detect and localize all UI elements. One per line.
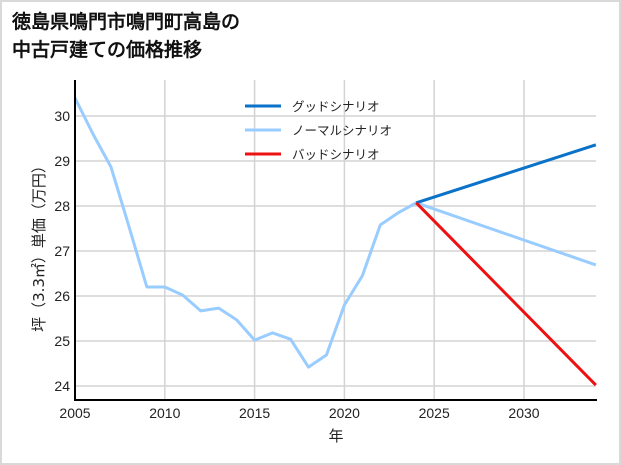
legend-label: ノーマルシナリオ [292, 123, 392, 138]
y-tick-labels: 24 25 26 27 28 29 30 [54, 108, 70, 394]
series-line [73, 97, 597, 369]
y-tick-label: 24 [54, 378, 70, 394]
y-tick-label: 25 [54, 333, 70, 349]
x-tick-labels: 2005 2010 2015 2020 2025 2030 [59, 405, 539, 421]
x-tick-label: 2020 [329, 405, 360, 421]
data-series [73, 97, 597, 387]
x-tick-label: 2005 [59, 405, 90, 421]
series-line [415, 201, 597, 387]
y-tick-label: 29 [54, 153, 70, 169]
chart-title: 徳島県鳴門市鳴門町高島の 中古戸建ての価格推移 [12, 11, 241, 61]
series-line [415, 143, 597, 205]
legend-label: グッドシナリオ [292, 99, 380, 114]
x-tick-label: 2025 [419, 405, 450, 421]
axes [74, 80, 597, 401]
x-tick-label: 2010 [149, 405, 180, 421]
y-tick-label: 27 [54, 243, 70, 259]
x-tick-label: 2015 [239, 405, 270, 421]
x-axis-label: 年 [328, 427, 343, 445]
legend-label: バッドシナリオ [292, 147, 380, 162]
y-tick-label: 30 [54, 108, 70, 124]
x-tick-label: 2030 [508, 405, 539, 421]
y-axis-label: 坪（3.3㎡）単価（万円） [30, 158, 48, 332]
y-tick-label: 28 [54, 198, 70, 214]
y-tick-label: 26 [54, 288, 70, 304]
